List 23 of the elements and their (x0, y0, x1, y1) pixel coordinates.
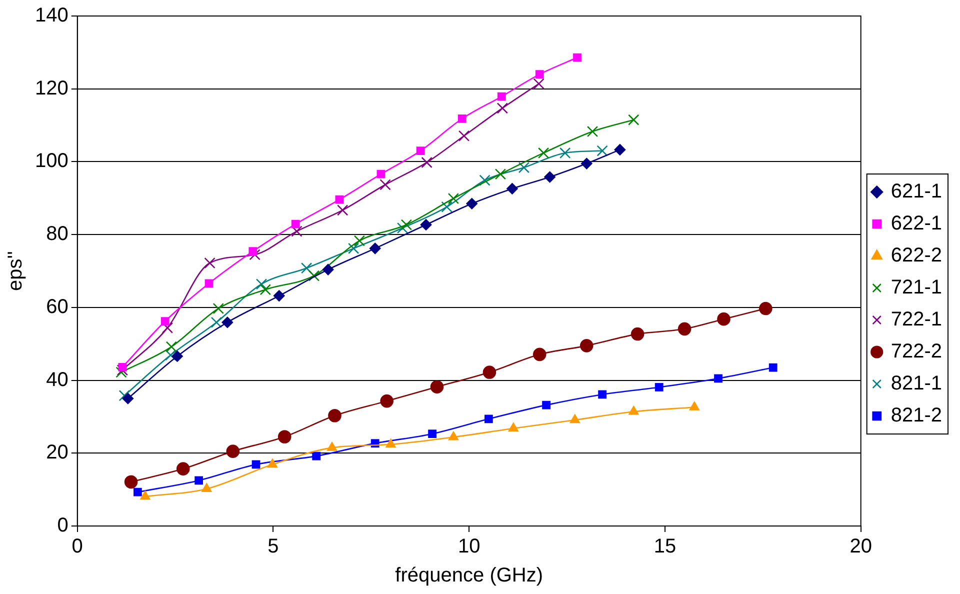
legend-label: 821-1 (890, 372, 942, 395)
legend-label: 721-1 (890, 276, 942, 299)
x-tick-label: 10 (458, 536, 480, 558)
y-tick-label: 40 (46, 368, 68, 391)
legend-label: 621-1 (890, 180, 942, 203)
x-tick-label: 5 (268, 536, 279, 558)
x-tick-label: 0 (72, 536, 83, 558)
y-tick-label: 120 (34, 77, 68, 100)
legend-label: 722-1 (890, 308, 942, 331)
y-tick-label: 60 (46, 296, 68, 318)
y-tick-label: 20 (46, 442, 68, 464)
legend-label: 622-2 (890, 244, 942, 267)
legend-label: 821-2 (890, 404, 942, 427)
x-axis-title: fréquence (GHz) (395, 564, 544, 587)
legend-label: 722-2 (890, 340, 942, 363)
y-axis-title: eps'' (4, 251, 27, 291)
legend-label: 622-1 (890, 212, 942, 235)
x-tick-label: 15 (654, 536, 676, 558)
y-tick-label: 100 (34, 150, 68, 172)
x-tick-label: 20 (850, 536, 872, 558)
y-tick-label: 0 (57, 514, 68, 537)
y-tick-label: 140 (34, 4, 68, 27)
y-tick-label: 80 (46, 223, 68, 246)
